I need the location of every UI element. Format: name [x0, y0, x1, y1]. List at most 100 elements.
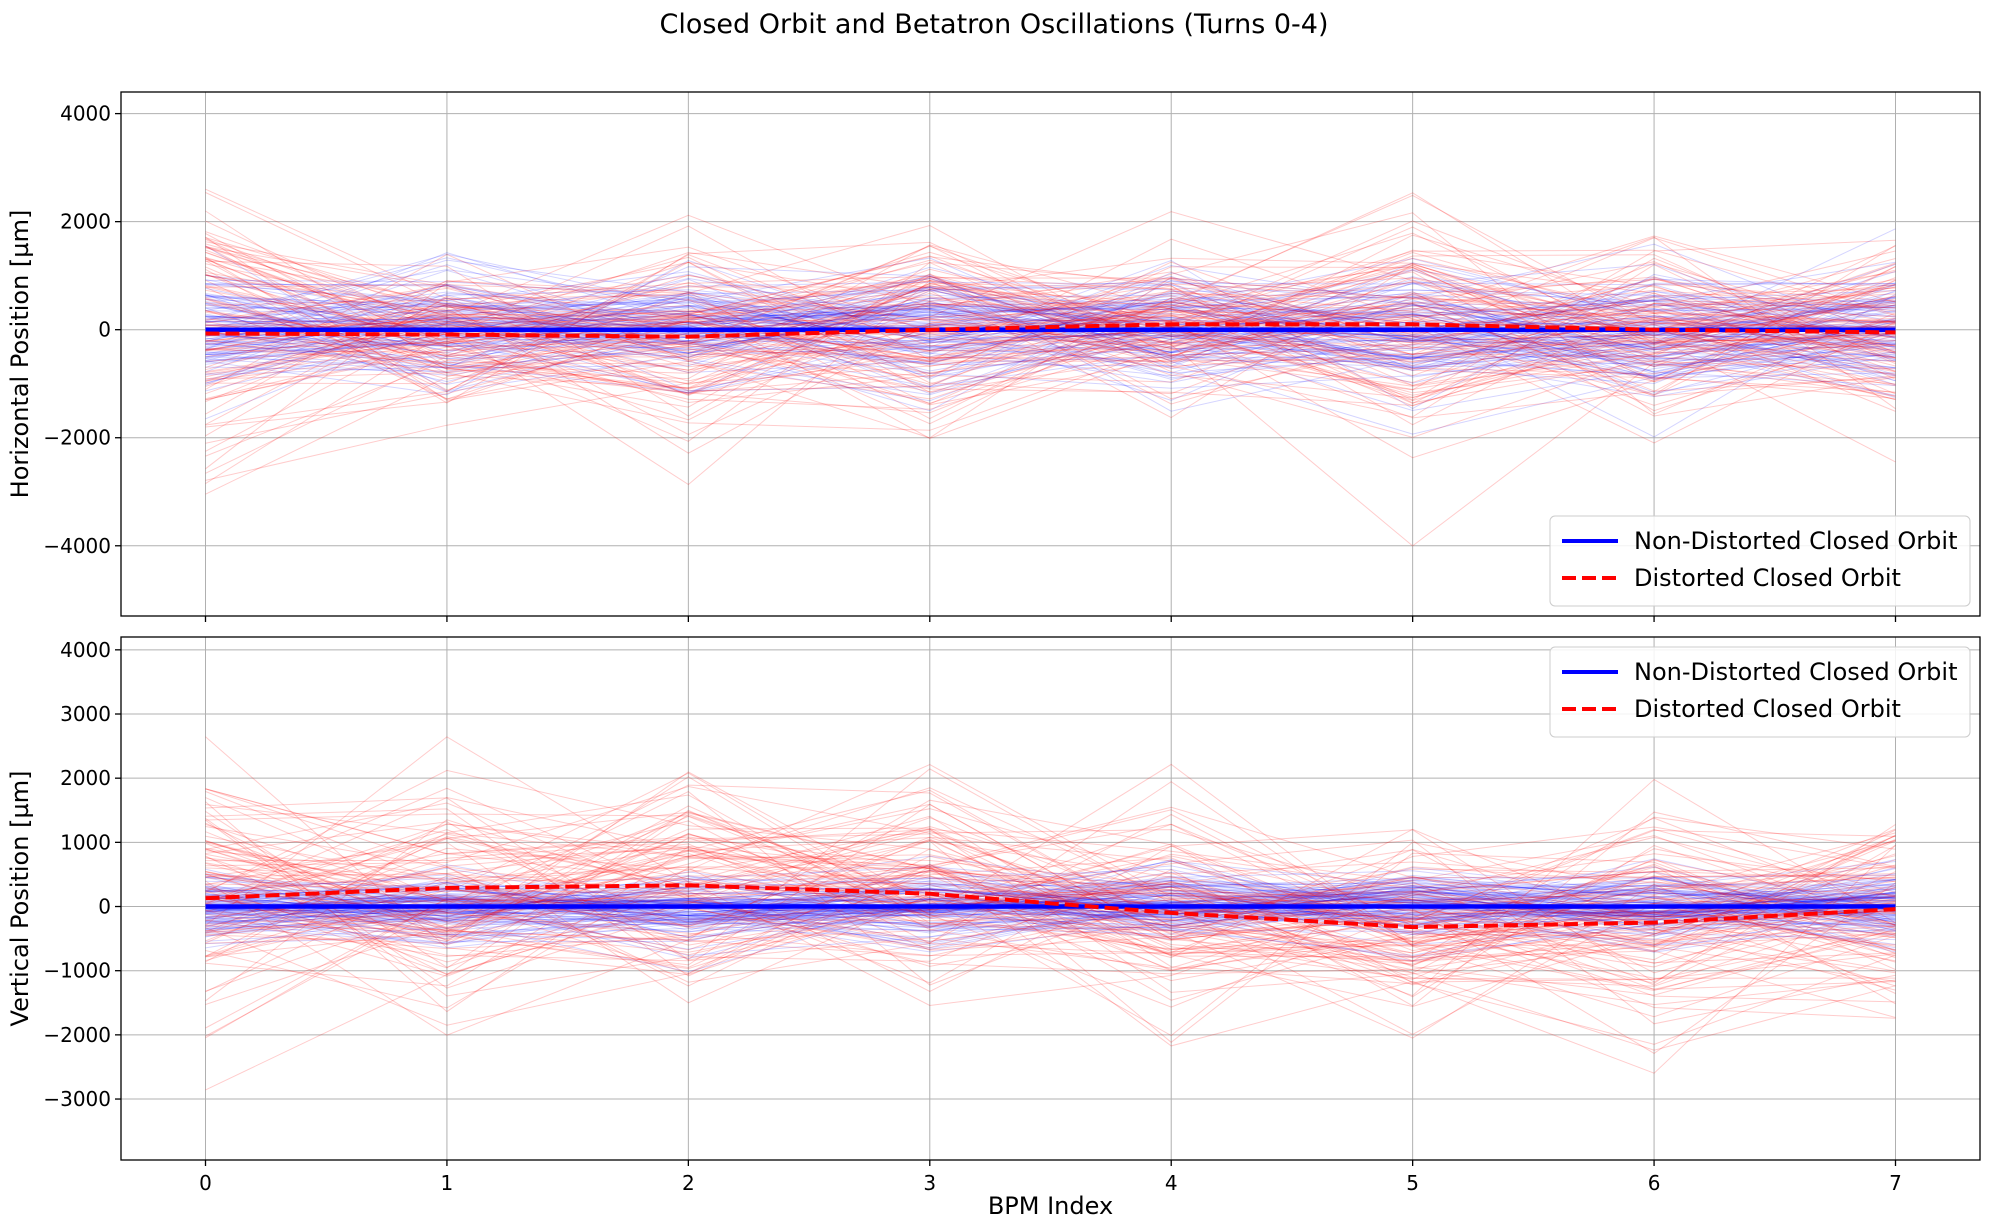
non-distorted-trace	[205, 282, 1896, 354]
distorted-trace	[205, 257, 1896, 410]
distorted-trace	[205, 886, 1896, 953]
distorted-trace	[205, 320, 1896, 400]
non-distorted-trace	[205, 886, 1896, 933]
distorted-trace	[205, 828, 1896, 986]
distorted-trace	[205, 256, 1896, 377]
non-distorted-trace	[205, 870, 1896, 953]
non-distorted-trace	[205, 879, 1896, 920]
distorted-trace	[205, 246, 1896, 394]
distorted-trace	[205, 824, 1896, 984]
distorted-trace	[205, 788, 1896, 980]
non-distorted-trace	[205, 288, 1896, 386]
non-distorted-trace	[205, 259, 1896, 396]
distorted-trace	[205, 828, 1896, 969]
non-distorted-trace	[205, 264, 1896, 393]
non-distorted-trace	[205, 858, 1896, 929]
distorted-trace	[205, 836, 1896, 951]
non-distorted-trace	[205, 880, 1896, 936]
distorted-trace	[205, 301, 1896, 495]
non-distorted-trace	[205, 882, 1896, 939]
oscillation-traces	[205, 736, 1896, 1091]
non-distorted-trace	[205, 277, 1896, 368]
non-distorted-trace	[205, 228, 1896, 358]
distorted-trace	[205, 210, 1896, 408]
non-distorted-trace	[205, 878, 1896, 949]
non-distorted-trace	[205, 897, 1896, 944]
distorted-trace	[205, 838, 1896, 958]
distorted-trace	[205, 817, 1896, 989]
distorted-trace	[205, 822, 1896, 971]
y-tick-label: −1000	[43, 959, 111, 983]
distorted-trace	[205, 834, 1896, 983]
distorted-trace	[205, 839, 1896, 950]
distorted-trace	[205, 192, 1896, 457]
non-distorted-trace	[205, 290, 1896, 342]
non-distorted-trace	[205, 309, 1896, 412]
distorted-trace	[205, 236, 1896, 401]
distorted-trace	[205, 811, 1896, 1009]
distorted-trace	[205, 769, 1896, 926]
non-distorted-trace	[205, 259, 1896, 410]
y-tick-label: −4000	[43, 534, 111, 558]
distorted-trace	[205, 274, 1896, 387]
distorted-trace	[205, 903, 1896, 979]
distorted-trace	[205, 311, 1896, 481]
distorted-trace	[205, 188, 1896, 405]
distorted-trace	[205, 841, 1896, 1008]
vertical-panel: 0 1 2 3 4 5 6 7 −3000 −2000 −1000 0 1000 2000 3000 4000…	[6, 636, 1981, 1220]
axes-frame	[120, 636, 1981, 1161]
non-distorted-trace	[205, 301, 1896, 380]
distorted-trace	[205, 778, 1896, 997]
y-tick-label: 3000	[60, 702, 111, 726]
distorted-trace	[205, 840, 1896, 952]
distorted-trace	[205, 251, 1896, 444]
distorted-trace	[205, 280, 1896, 369]
non-distorted-trace	[205, 261, 1896, 412]
distorted-trace	[205, 844, 1896, 1074]
non-distorted-trace	[205, 257, 1896, 435]
non-distorted-trace	[205, 889, 1896, 949]
non-distorted-trace	[205, 864, 1896, 928]
distorted-trace	[205, 260, 1896, 417]
distorted-trace	[205, 225, 1896, 361]
non-distorted-trace	[205, 871, 1896, 926]
non-distorted-trace	[205, 301, 1896, 374]
non-distorted-trace	[205, 879, 1896, 960]
y-tick-label: −2000	[43, 426, 111, 450]
distorted-trace	[205, 814, 1896, 1091]
legend: Non-Distorted Closed Orbit Distorted Clos…	[1549, 646, 1971, 738]
non-distorted-trace	[205, 269, 1896, 376]
legend: Non-Distorted Closed Orbit Distorted Clos…	[1549, 515, 1971, 607]
distorted-trace	[205, 880, 1896, 1036]
non-distorted-trace	[205, 277, 1896, 376]
non-distorted-trace	[205, 886, 1896, 920]
x-tick-label: 4	[1165, 1171, 1178, 1195]
non-distorted-trace	[205, 303, 1896, 382]
x-tick-label: 6	[1648, 1171, 1661, 1195]
distorted-trace	[205, 829, 1896, 983]
y-tick-label: 0	[98, 318, 111, 342]
distorted-trace	[205, 791, 1896, 986]
non-distorted-trace	[205, 884, 1896, 943]
non-distorted-trace	[205, 252, 1896, 371]
non-distorted-trace	[205, 890, 1896, 962]
non-distorted-trace	[205, 279, 1896, 360]
distorted-trace	[205, 271, 1896, 412]
non-distorted-trace	[205, 273, 1896, 359]
distorted-trace	[205, 810, 1896, 968]
distorted-trace	[205, 823, 1896, 1039]
non-distorted-trace	[205, 307, 1896, 393]
non-distorted-trace	[205, 266, 1896, 382]
distorted-trace	[205, 292, 1896, 428]
distorted-trace	[205, 788, 1896, 986]
non-distorted-trace	[205, 860, 1896, 926]
non-distorted-trace	[205, 297, 1896, 356]
distorted-trace	[205, 268, 1896, 437]
non-distorted-trace	[205, 274, 1896, 412]
distorted-trace	[205, 854, 1896, 954]
distorted-trace	[205, 862, 1896, 972]
distorted-trace	[205, 857, 1896, 947]
non-distorted-trace	[205, 293, 1896, 388]
non-distorted-trace	[205, 291, 1896, 368]
